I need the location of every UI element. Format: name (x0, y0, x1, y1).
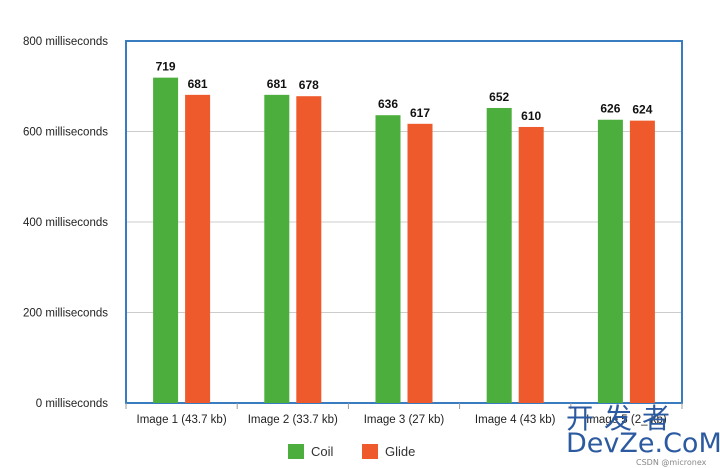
bar-glide (185, 94, 211, 403)
bar-glide (296, 96, 322, 403)
bars (153, 77, 655, 404)
y-axis-ticks: 0 milliseconds 200 milliseconds 400 millis… (23, 36, 108, 410)
bar-coil (597, 119, 623, 404)
plot-frame (125, 40, 683, 404)
data-label: 610 (521, 109, 541, 123)
legend: Coil Glide (288, 444, 415, 459)
legend-label-glide: Glide (385, 444, 415, 459)
y-tick-label: 600 milliseconds (23, 127, 108, 139)
bar-coil (264, 94, 290, 403)
data-label: 681 (267, 77, 287, 91)
data-label: 681 (188, 77, 208, 91)
y-tick-label: 0 milliseconds (36, 398, 108, 410)
grid-lines (126, 131, 682, 313)
bar-coil (375, 115, 401, 404)
data-label: 652 (489, 90, 509, 104)
data-label: 719 (156, 60, 176, 74)
data-label: 624 (632, 103, 652, 117)
bar-glide (629, 120, 655, 403)
data-label: 636 (378, 97, 398, 111)
x-tick-label: Image 1 (43.7 kb) (137, 414, 227, 426)
bar-coil (486, 107, 512, 403)
bar-glide (407, 123, 433, 404)
watermark-small: CSDN @micronex (636, 458, 707, 467)
watermark-en: DevZe.CoM (566, 428, 720, 459)
data-label: 678 (299, 78, 319, 92)
x-axis-ticks: Image 1 (43.7 kb) Image 2 (33.7 kb) Image … (125, 403, 683, 426)
data-labels: 719 681 681 678 636 617 652 610 626 624 (156, 60, 653, 123)
x-tick-label: Image 3 (27 kb) (364, 414, 445, 426)
y-tick-label: 400 milliseconds (23, 217, 108, 229)
watermark: 开发者 DevZe.CoM CSDN @micronex (566, 402, 720, 467)
y-tick-label: 800 milliseconds (23, 36, 108, 48)
legend-swatch-glide (362, 444, 378, 459)
y-tick-label: 200 milliseconds (23, 308, 108, 320)
bar-coil (153, 77, 179, 403)
legend-swatch-coil (288, 444, 304, 459)
plot-border (125, 40, 683, 404)
x-tick-label: Image 5 (2_ kb) (586, 414, 667, 426)
x-tick-label: Image 4 (43 kb) (475, 414, 556, 426)
data-label: 626 (600, 102, 620, 116)
data-label: 617 (410, 106, 430, 120)
x-tick-label: Image 2 (33.7 kb) (248, 414, 338, 426)
bar-glide (518, 126, 544, 403)
legend-label-coil: Coil (311, 444, 334, 459)
watermark-cn: 开发者 (566, 402, 680, 435)
